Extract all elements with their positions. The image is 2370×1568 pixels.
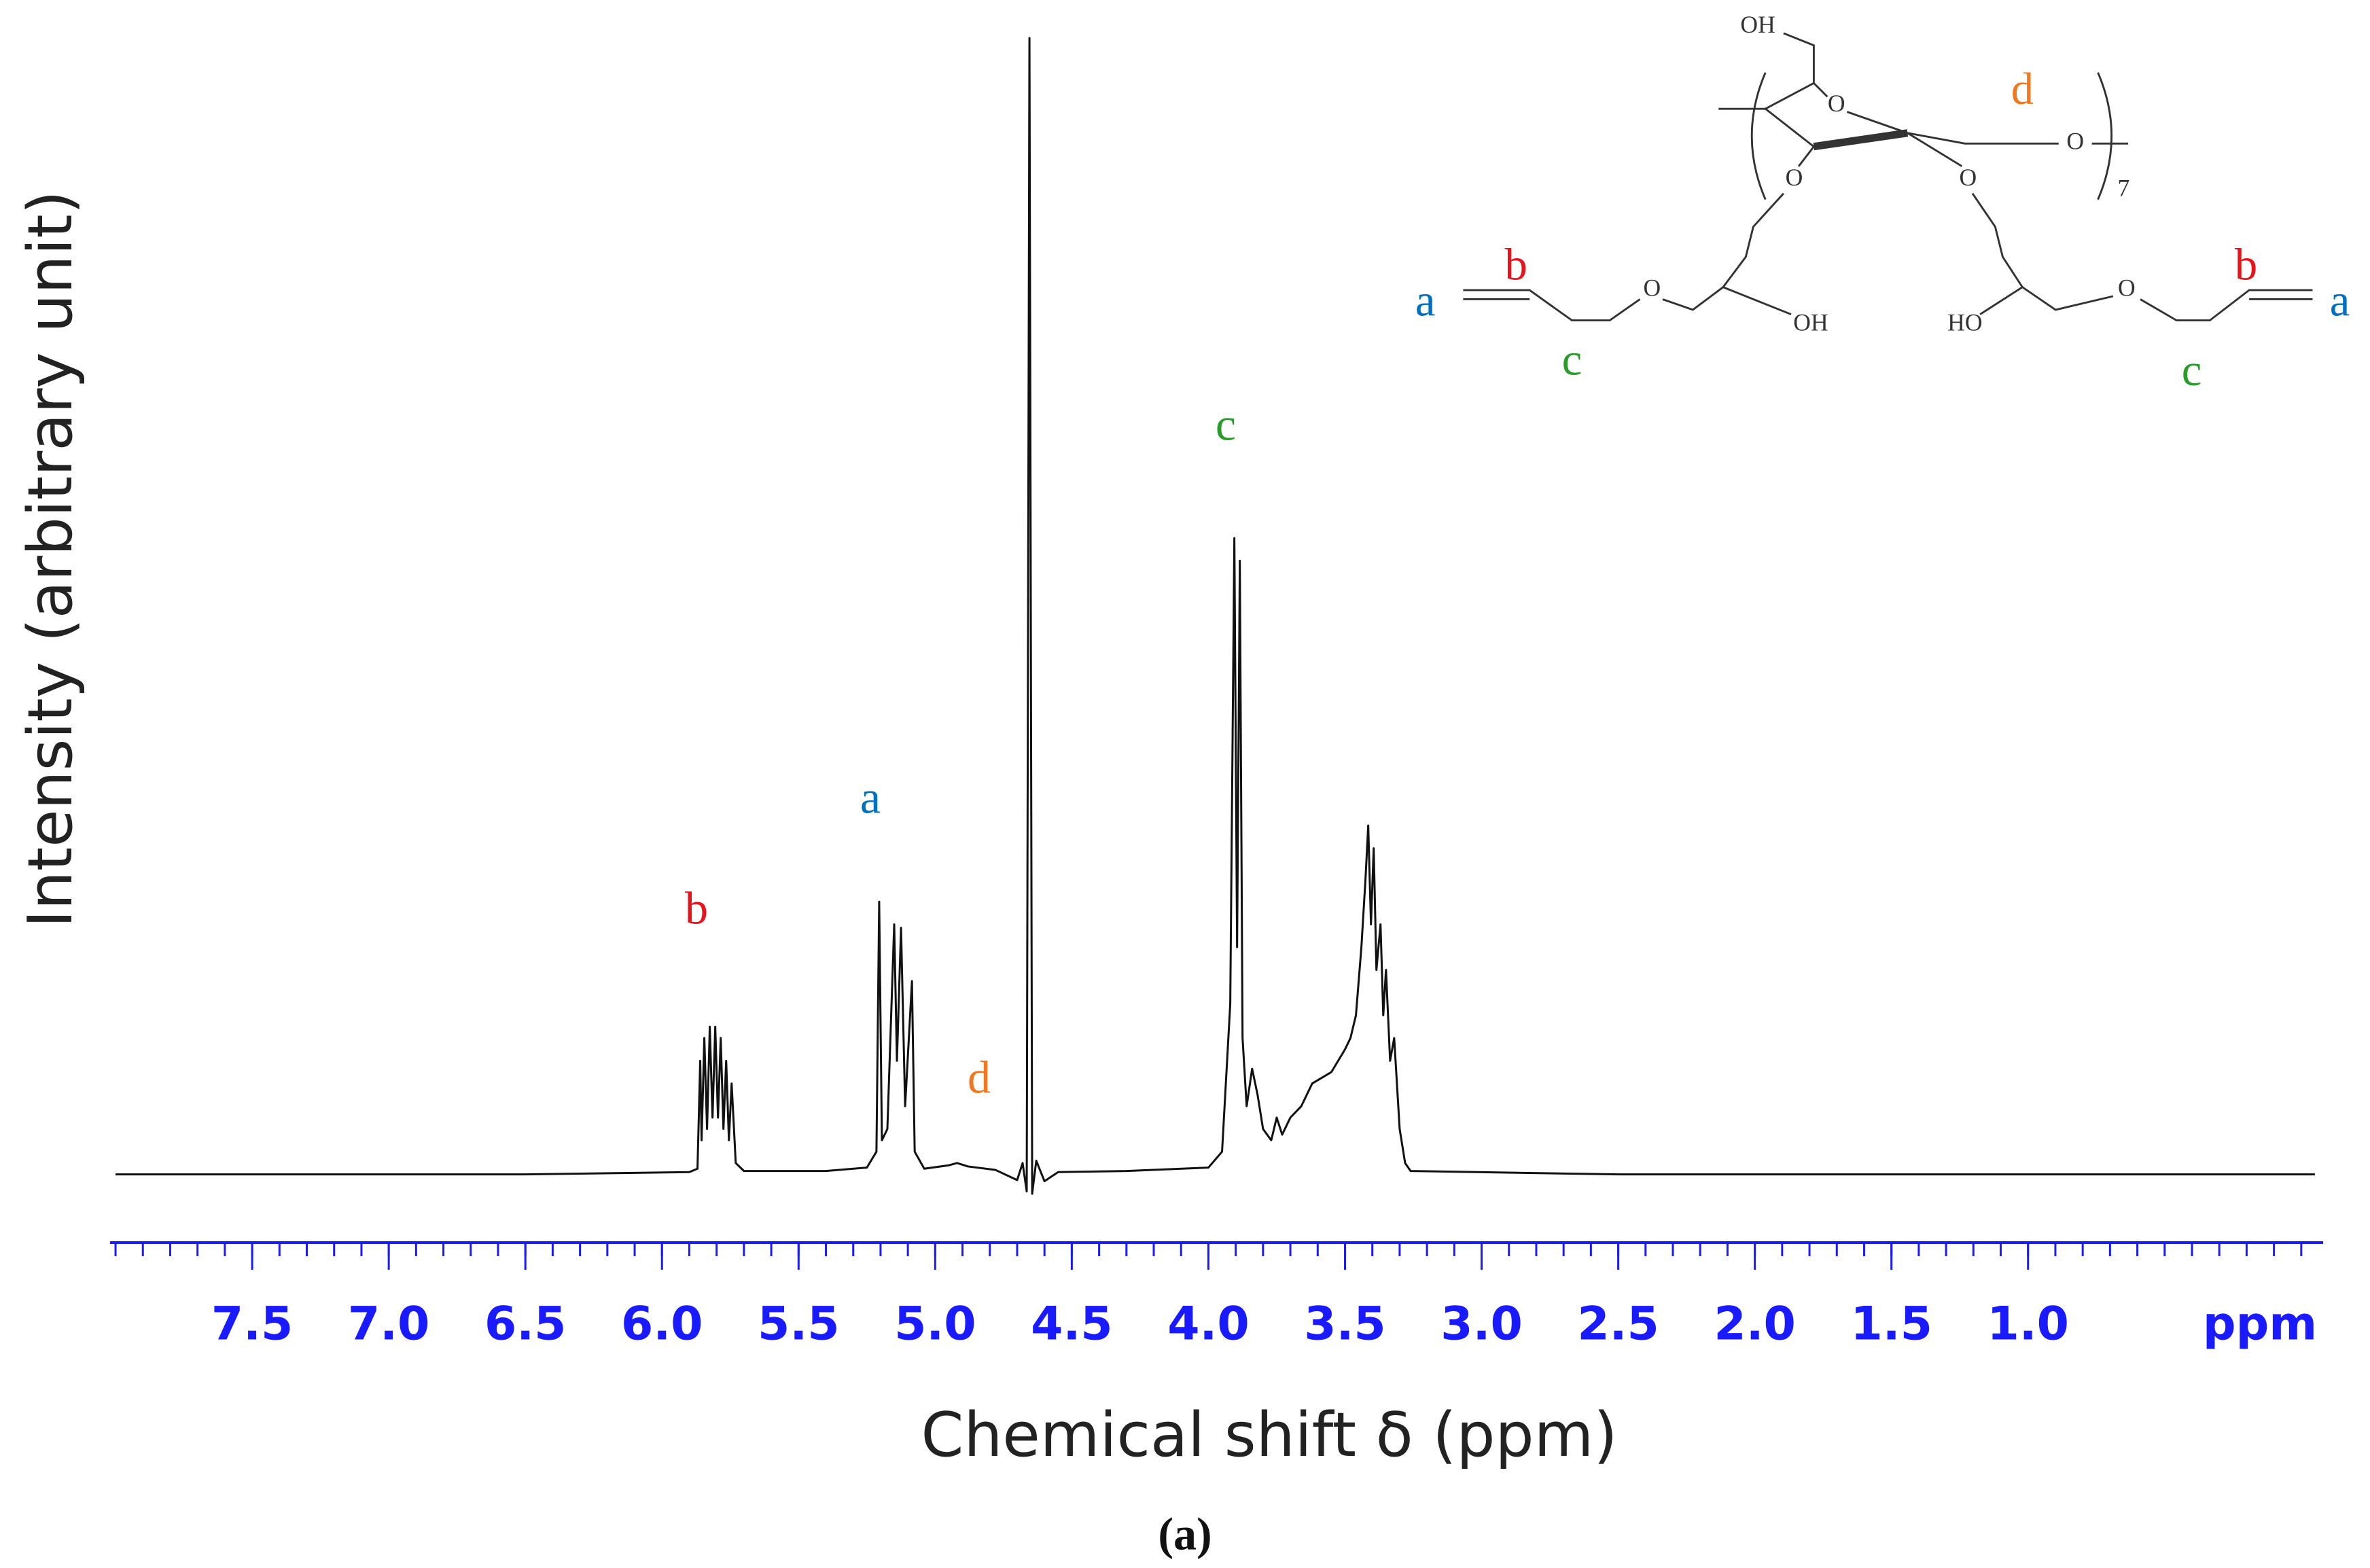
x-tick-label: 7.5 [211,1298,293,1351]
caption: (a) [1158,1508,1211,1560]
x-tick-label: 1.5 [1850,1298,1932,1351]
peak-label: d [968,1052,991,1103]
structure-label: c [1562,335,1582,385]
peak-label: a [860,772,881,823]
x-tick-label: 4.0 [1167,1298,1249,1351]
peak-label: b [685,883,708,934]
x-unit-label: ppm [2203,1298,2317,1351]
y-axis-title: Intensity (arbitrary unit) [15,190,86,928]
x-tick-label: 3.0 [1440,1298,1522,1351]
structure-label: a [2330,277,2350,326]
structure-label: b [1504,240,1527,289]
x-tick-label: 6.0 [621,1298,703,1351]
x-tick-label: 1.0 [1987,1298,2068,1351]
structure-label: O [1644,274,1661,301]
structure-label: OH [1740,11,1775,38]
structure-label: d [2011,65,2034,114]
chemical-structure: OH O d O 7 O Oa b O OH c HO O b a c [1415,11,2350,395]
x-tick-label: 7.0 [348,1298,429,1351]
x-axis-title: Chemical shift δ (ppm) [921,1400,1618,1471]
x-tick-label: 4.5 [1031,1298,1112,1351]
structure-label: c [2182,346,2202,395]
structure-label: O [2066,127,2084,154]
spectrum-line [116,37,2315,1195]
structure-label: O [1959,164,1977,191]
x-tick-label: 5.0 [894,1298,976,1351]
structure-label: O [2118,274,2136,301]
x-tick-label: 5.5 [758,1298,839,1351]
structure-label: O [1828,90,1845,117]
structure-label: O [1786,164,1803,191]
x-tick-label: 3.5 [1304,1298,1385,1351]
structure-label: HO [1947,308,1982,336]
peak-label: c [1216,399,1236,450]
x-tick-label: 6.5 [484,1298,566,1351]
structure-label: a [1415,277,1436,326]
structure-bonds [1463,32,2313,322]
structure-label: 7 [2118,174,2130,201]
x-tick-label: 2.0 [1714,1298,1795,1351]
structure-label: b [2235,240,2257,289]
structure-label: OH [1793,308,1828,336]
x-tick-label: 2.5 [1577,1298,1659,1351]
